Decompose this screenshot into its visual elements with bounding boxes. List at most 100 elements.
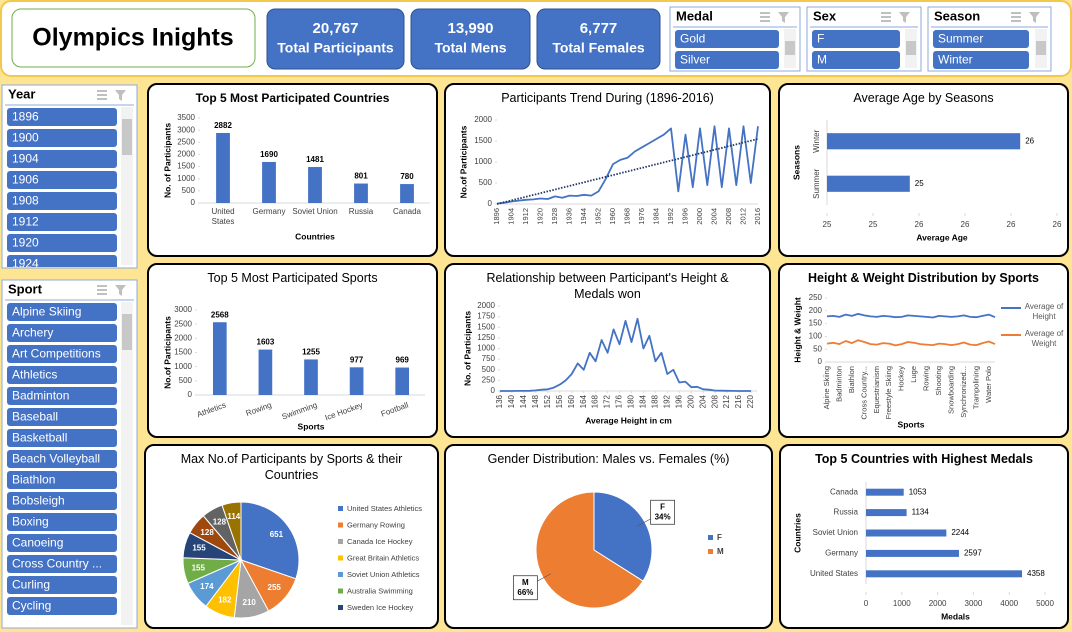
multi-select-icon [97,285,107,295]
chart-title: Relationship between Participant's Heigh… [486,271,729,301]
slicer-item-label: Biathlon [12,473,55,487]
x-tick-label-box: Germany [252,207,286,216]
x-tick-label: 26 [1007,220,1016,229]
slicer-item[interactable]: Silver [675,51,779,69]
slicer-item[interactable]: Gold [675,30,779,48]
legend-label: Soviet Union Athletics [347,570,420,579]
slicer-item-label: Beach Volleyball [12,452,100,466]
slicer-item-bg [7,324,117,342]
x-tick-label: Germany [252,207,286,216]
slicer-item[interactable]: Cycling [7,597,117,615]
legend-swatch [338,539,343,544]
scrollbar-thumb [906,41,916,55]
y-tick-label: 250 [482,375,496,384]
slicer-item[interactable]: Biathlon [7,471,117,489]
x-tick-label: 26 [961,220,970,229]
slicer-item[interactable]: Alpine Skiing [7,303,117,321]
slicer-item-bg [7,555,117,573]
slicer-item[interactable]: 1896 [7,108,117,126]
slicer-item-bg [7,303,117,321]
data-label: 34% [655,512,671,521]
slicer-item[interactable]: 1924 [7,255,117,273]
y-tick-label: 1500 [477,322,495,331]
slicer-item[interactable]: Winter [933,51,1029,69]
clear-filter-icon [1029,12,1040,23]
x-tick-label: 220 [746,394,755,408]
x-axis-title: Average Age [916,232,968,242]
legend-swatch [338,522,343,528]
x-tick-label: Cross Country... [859,366,868,420]
slicer-item-bg [7,171,117,189]
slicer-item[interactable]: 1908 [7,192,117,210]
x-axis-title: Countries [295,231,335,241]
bar [866,570,1023,578]
slicer-item[interactable]: Canoeing [7,534,117,552]
x-tick-label: 26 [1053,220,1062,229]
slicer-item[interactable]: Athletics [7,366,117,384]
x-tick-label: Canada [392,207,422,216]
bar [354,183,368,203]
slicer-item-bg [675,30,779,48]
bar [349,367,364,395]
data-label: 977 [350,355,364,364]
kpi-label: Total Females [552,40,645,56]
slicer-item-label: Boxing [12,515,49,529]
data-label: 780 [400,172,414,181]
slicer-item[interactable]: Archery [7,324,117,342]
y-tick-label: 2500 [174,319,192,328]
slicer-item[interactable]: Art Competitions [7,345,117,363]
slicer-item[interactable]: Curling [7,576,117,594]
slicer-item[interactable]: Boxing [7,513,117,531]
kpi-value: 6,777 [580,20,618,37]
x-tick-label: 2012 [738,208,747,225]
data-label: 128 [213,517,227,526]
slicer-item-label: Bobsleigh [12,494,65,508]
slicer-item[interactable]: 1920 [7,234,117,252]
slicer-item-bg [933,30,1029,48]
slicer-item[interactable]: Cross Country ... [7,555,117,573]
x-tick-label: United States [211,207,235,226]
x-tick-label: 2004 [709,208,718,225]
y-tick-label: 100 [809,332,823,341]
x-tick-label: 1984 [651,208,660,225]
slicer-items: FM [812,30,900,69]
slicer-item[interactable]: 1900 [7,129,117,147]
kpi-value: 20,767 [313,20,359,37]
slicer-item[interactable]: Badminton [7,387,117,405]
slicer-item-label: 1924 [12,257,39,271]
slicer-item[interactable]: M [812,51,900,69]
slicer-item[interactable]: 1906 [7,171,117,189]
slicer-item[interactable]: F [812,30,900,48]
slicer-item[interactable]: Beach Volleyball [7,450,117,468]
slicer-item[interactable]: Basketball [7,429,117,447]
data-label: 2882 [214,121,232,130]
slicer-item[interactable]: Baseball [7,408,117,426]
chart-title-box: Max No.of Participants by Sports & their… [181,452,403,482]
slicer-item[interactable]: 1904 [7,150,117,168]
slicer-item-bg [7,129,117,147]
slicer-item[interactable]: Bobsleigh [7,492,117,510]
scrollbar-track [121,302,133,625]
slicer-item[interactable]: 1912 [7,213,117,231]
slicer-item-bg [7,597,117,615]
legend-swatch [338,605,343,610]
slicer-item-label: Alpine Skiing [12,305,81,319]
x-tick-label: 2000 [929,599,947,608]
y-tick-label: 2000 [477,301,495,310]
slicer-item-label: Silver [680,53,710,67]
data-label: 1481 [306,155,324,164]
legend-label-box: Average of Height [1025,302,1064,321]
bar [866,509,907,517]
slicer-item[interactable]: Summer [933,30,1029,48]
slicer-item-bg [7,471,117,489]
y-axis-title: Height & Weight [792,297,802,363]
x-tick-label: 1912 [521,208,530,225]
slicer-item-bg [7,408,117,426]
legend-label: Great Britain Athletics [347,553,419,562]
x-tick-label: Alpine Skiing [822,366,831,409]
multi-select-icon [881,12,891,22]
x-tick-label: 156 [555,394,564,408]
x-tick-label: 140 [507,394,516,408]
y-tick-label: 1500 [174,348,192,357]
slicer-item-label: 1896 [12,110,39,124]
